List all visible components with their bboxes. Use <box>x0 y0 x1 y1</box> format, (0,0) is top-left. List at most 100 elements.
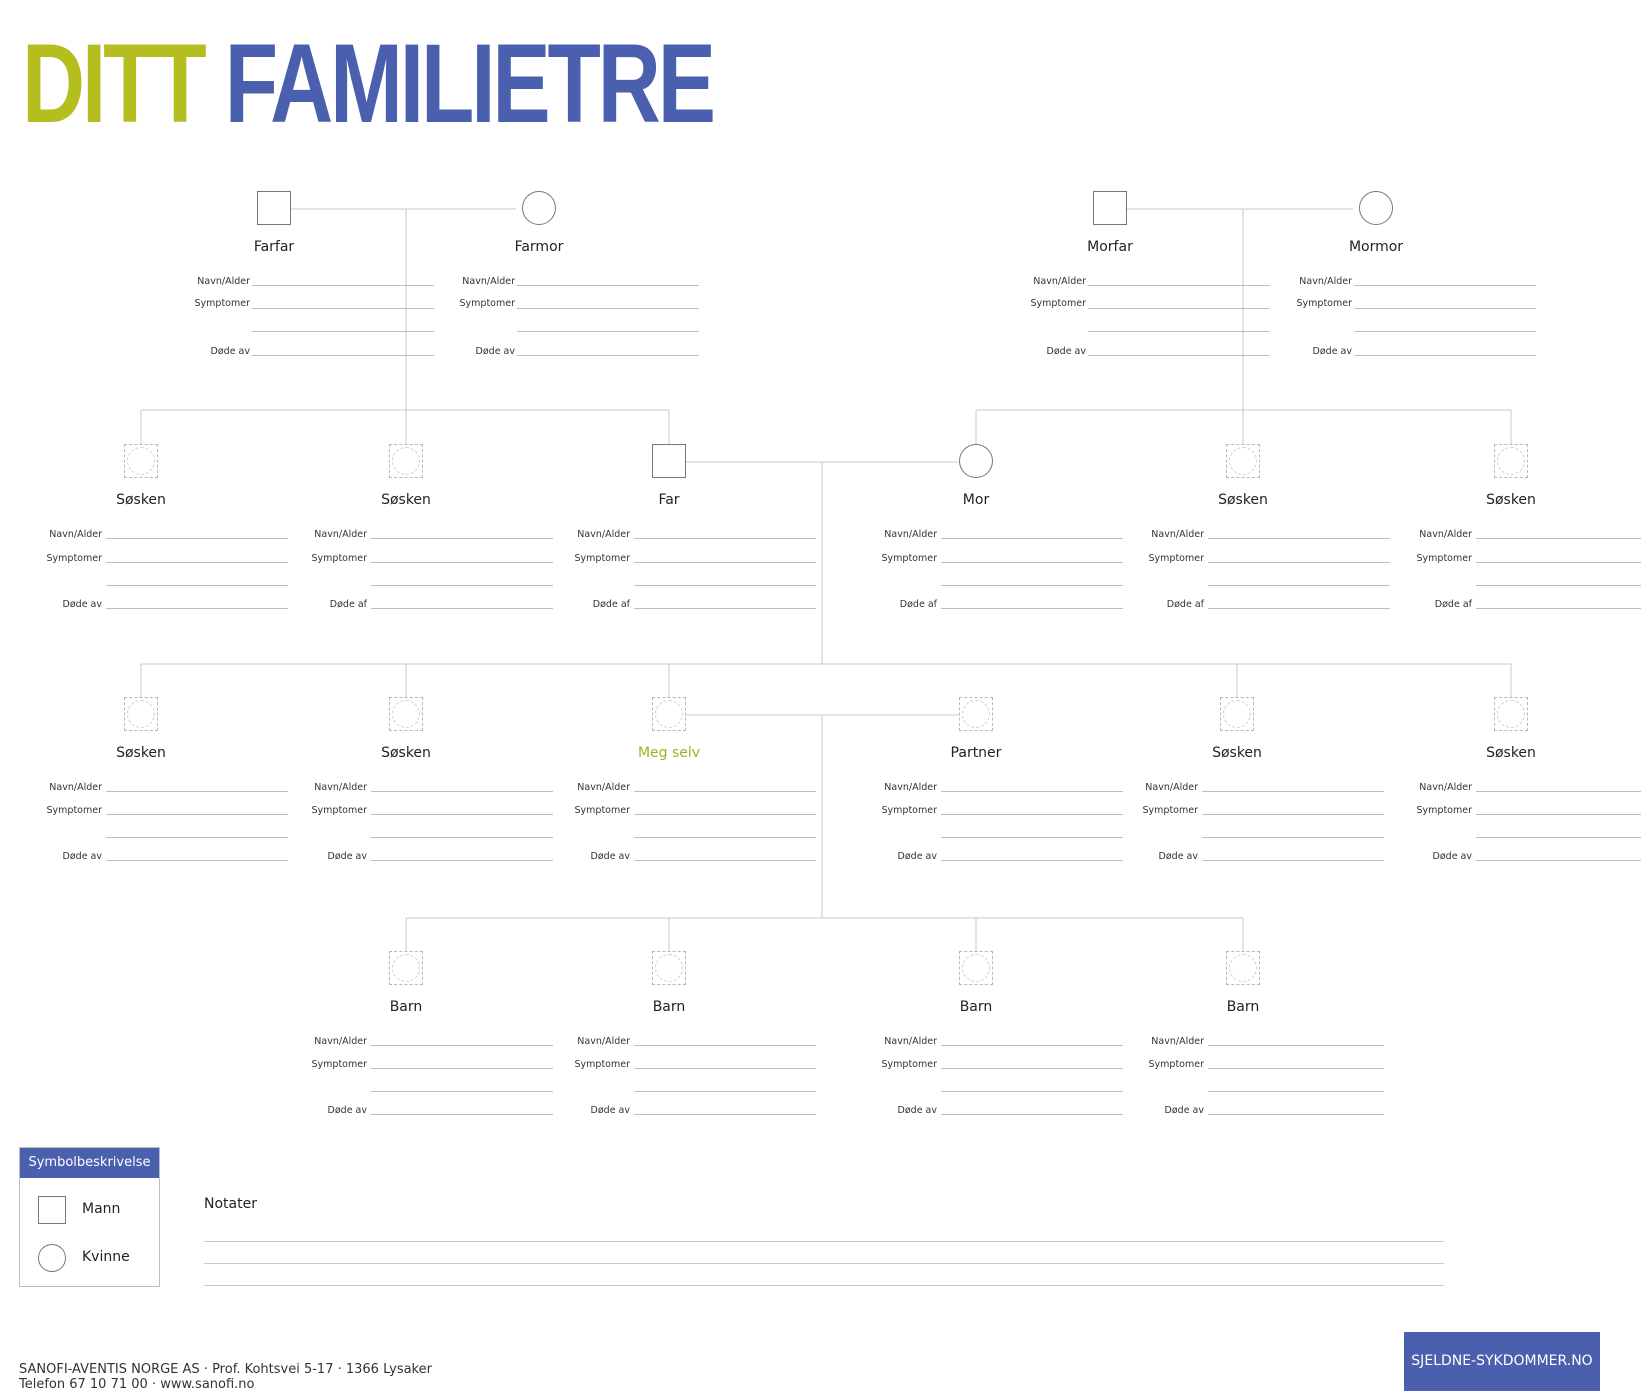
symptoms-field[interactable] <box>1088 308 1270 309</box>
symptoms-label: Symptomer <box>194 298 250 309</box>
symptoms-field[interactable] <box>941 1068 1123 1069</box>
symptoms-field[interactable] <box>634 562 816 563</box>
symptoms-field-2[interactable] <box>634 837 816 838</box>
symptoms-field[interactable] <box>634 814 816 815</box>
symptoms-field[interactable] <box>634 1068 816 1069</box>
notes-line-2[interactable] <box>204 1263 1444 1264</box>
died-of-field[interactable] <box>941 1114 1123 1115</box>
symptoms-field-2[interactable] <box>371 1091 553 1092</box>
died-of-field[interactable] <box>1354 355 1536 356</box>
male-square-icon <box>1093 191 1127 225</box>
name-age-field[interactable] <box>634 538 816 539</box>
died-of-field[interactable] <box>1088 355 1270 356</box>
symptoms-field-2[interactable] <box>1088 331 1270 332</box>
person-sosken-far-2: Søsken Navn/Alder Symptomer Døde af <box>291 444 553 634</box>
name-age-field[interactable] <box>371 1045 553 1046</box>
symptoms-field-2[interactable] <box>1354 331 1536 332</box>
symptoms-field-2[interactable] <box>371 585 553 586</box>
symptoms-label: Symptomer <box>574 805 630 816</box>
symptoms-field[interactable] <box>371 814 553 815</box>
name-age-field[interactable] <box>1208 1045 1384 1046</box>
symptoms-field-2[interactable] <box>106 837 288 838</box>
person-farmor: Farmor Navn/Alder Symptomer Døde av <box>424 191 699 381</box>
symptoms-field[interactable] <box>1354 308 1536 309</box>
name-age-label: Navn/Alder <box>1299 276 1352 287</box>
died-of-field[interactable] <box>1476 860 1641 861</box>
symptoms-field-2[interactable] <box>634 1091 816 1092</box>
symptoms-field[interactable] <box>371 1068 553 1069</box>
name-age-field[interactable] <box>1088 285 1270 286</box>
website-link-button[interactable]: SJELDNE-SYKDOMMER.NO <box>1404 1332 1600 1391</box>
died-of-field[interactable] <box>1208 1114 1384 1115</box>
died-of-field[interactable] <box>106 608 288 609</box>
name-age-field[interactable] <box>106 538 288 539</box>
symptoms-field-2[interactable] <box>941 585 1123 586</box>
died-of-field[interactable] <box>634 1114 816 1115</box>
name-age-field[interactable] <box>941 538 1123 539</box>
symptoms-field[interactable] <box>1208 562 1390 563</box>
symptoms-field-2[interactable] <box>941 837 1123 838</box>
symptoms-field[interactable] <box>106 814 288 815</box>
name-age-field[interactable] <box>371 538 553 539</box>
symptoms-field[interactable] <box>252 308 434 309</box>
name-age-field[interactable] <box>634 791 816 792</box>
symptoms-field[interactable] <box>1476 562 1641 563</box>
symptoms-field[interactable] <box>941 814 1123 815</box>
name-age-field[interactable] <box>941 1045 1123 1046</box>
symptoms-field[interactable] <box>371 562 553 563</box>
died-of-field[interactable] <box>1202 860 1384 861</box>
name-age-field[interactable] <box>1476 538 1641 539</box>
symptoms-field[interactable] <box>941 562 1123 563</box>
symptoms-field-2[interactable] <box>517 331 699 332</box>
symptoms-field-2[interactable] <box>634 585 816 586</box>
symptoms-field-2[interactable] <box>1208 585 1390 586</box>
symbol-legend: Symbolbeskrivelse Mann Kvinne <box>19 1147 160 1287</box>
name-age-field[interactable] <box>1208 538 1390 539</box>
died-of-field[interactable] <box>634 608 816 609</box>
person-label: Barn <box>1226 999 1260 1015</box>
symptoms-field-2[interactable] <box>1202 837 1384 838</box>
died-of-field[interactable] <box>371 860 553 861</box>
symptoms-field-2[interactable] <box>252 331 434 332</box>
symptoms-field[interactable] <box>1208 1068 1384 1069</box>
symptoms-field-2[interactable] <box>106 585 288 586</box>
symptoms-field-2[interactable] <box>1208 1091 1384 1092</box>
person-label: Farfar <box>253 239 295 255</box>
died-of-field[interactable] <box>634 860 816 861</box>
died-of-field[interactable] <box>106 860 288 861</box>
died-of-field[interactable] <box>1476 608 1641 609</box>
name-age-field[interactable] <box>1476 791 1641 792</box>
person-label: Mor <box>962 492 990 508</box>
name-age-field[interactable] <box>371 791 553 792</box>
died-of-field[interactable] <box>371 608 553 609</box>
symptoms-field[interactable] <box>1202 814 1384 815</box>
name-age-field[interactable] <box>106 791 288 792</box>
died-of-field[interactable] <box>941 860 1123 861</box>
person-barn-4: Barn Navn/Alder Symptomer Døde av <box>1128 951 1384 1141</box>
name-age-field[interactable] <box>941 791 1123 792</box>
symptoms-field-2[interactable] <box>1476 837 1641 838</box>
died-of-field[interactable] <box>517 355 699 356</box>
died-of-field[interactable] <box>371 1114 553 1115</box>
name-age-field[interactable] <box>634 1045 816 1046</box>
name-age-field[interactable] <box>1202 791 1384 792</box>
notes-line-1[interactable] <box>204 1241 1444 1242</box>
name-age-label: Navn/Alder <box>49 782 102 793</box>
died-of-field[interactable] <box>252 355 434 356</box>
symptoms-field-2[interactable] <box>371 837 553 838</box>
name-age-field[interactable] <box>1354 285 1536 286</box>
symptoms-field[interactable] <box>517 308 699 309</box>
symptoms-field-2[interactable] <box>941 1091 1123 1092</box>
notes-line-3[interactable] <box>204 1285 1444 1286</box>
female-circle-icon <box>959 444 993 478</box>
legend-title: Symbolbeskrivelse <box>20 1148 159 1178</box>
died-of-label: Døde av <box>475 346 515 357</box>
symptoms-field[interactable] <box>106 562 288 563</box>
symptoms-field[interactable] <box>1476 814 1641 815</box>
name-age-field[interactable] <box>252 285 434 286</box>
person-label-self: Meg selv <box>637 745 701 761</box>
died-of-field[interactable] <box>941 608 1123 609</box>
name-age-field[interactable] <box>517 285 699 286</box>
died-of-field[interactable] <box>1208 608 1390 609</box>
symptoms-field-2[interactable] <box>1476 585 1641 586</box>
